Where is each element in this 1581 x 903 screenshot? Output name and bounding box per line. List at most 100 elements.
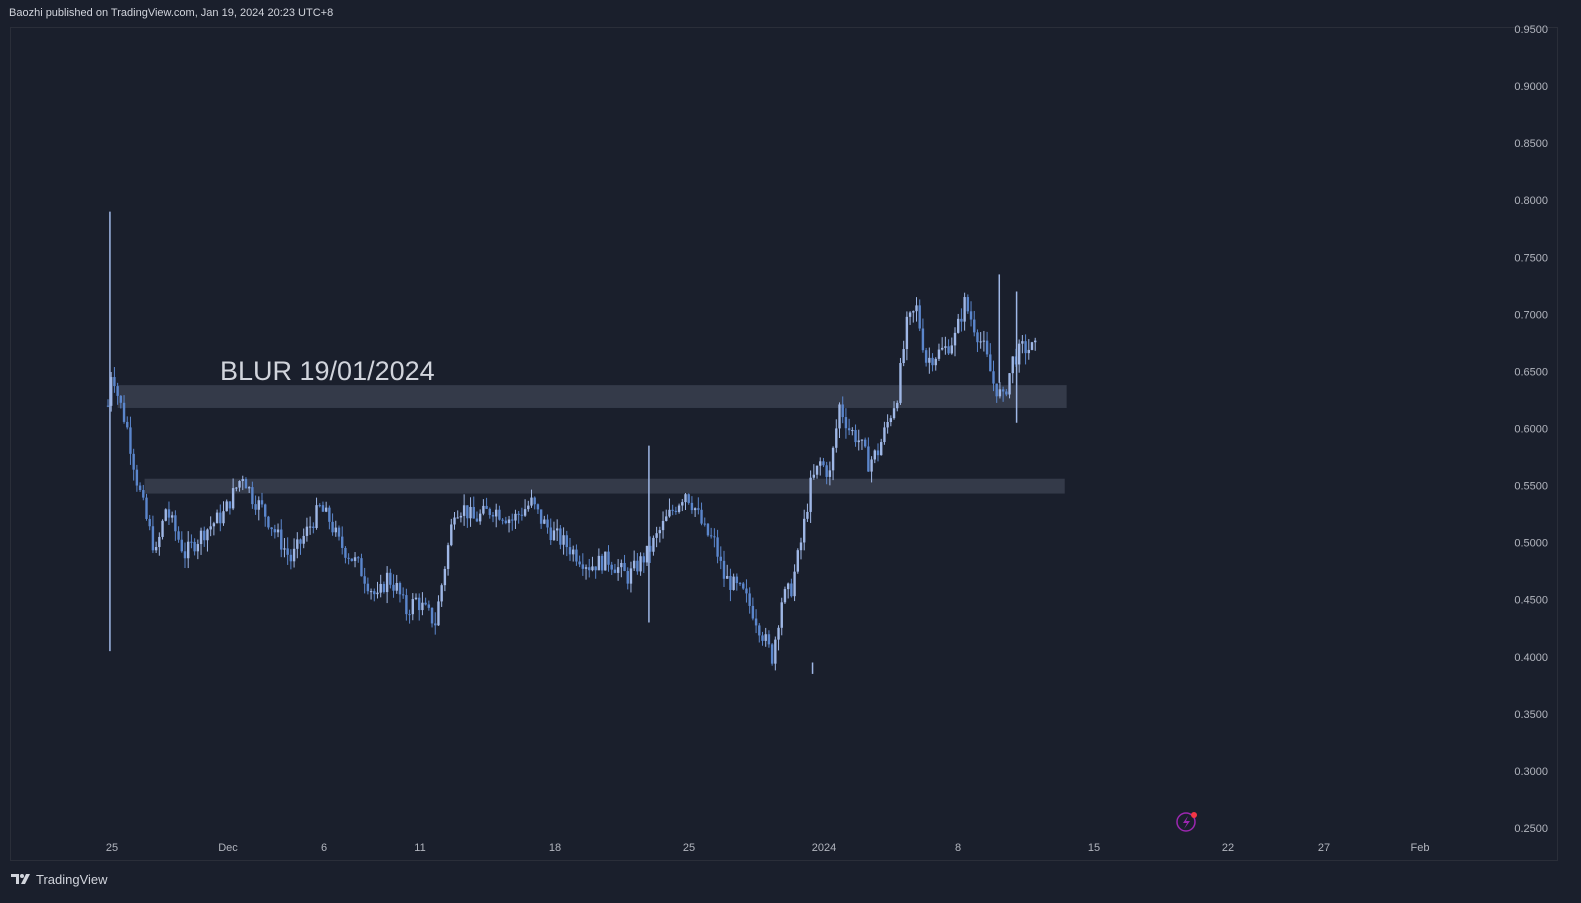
candle-body: [966, 297, 970, 312]
y-axis: 0.9500 0.9000 0.8500 0.8000 0.7500 0.7000 0.65…: [1514, 24, 1548, 835]
x-tick-label: 25: [683, 842, 695, 854]
candle-body: [684, 494, 687, 503]
candle-body: [466, 505, 469, 519]
candle-body: [116, 386, 119, 396]
candle-body: [671, 509, 674, 511]
candle-body: [908, 312, 912, 317]
candle-body: [199, 530, 203, 545]
candle-body: [533, 497, 536, 505]
candle-body: [453, 517, 456, 525]
candle-body: [337, 527, 341, 537]
candle-body: [847, 428, 851, 431]
candle-body: [1008, 373, 1011, 395]
candle-body: [665, 516, 668, 521]
candle-body: [1005, 391, 1008, 395]
candle-body: [514, 513, 517, 521]
footer: TradingView: [10, 870, 108, 888]
y-tick-label: 0.4000: [1514, 652, 1548, 664]
candle-body: [709, 535, 713, 537]
candle-body: [357, 557, 360, 559]
candle-body: [174, 515, 177, 532]
candle-body: [478, 513, 482, 522]
candle-body: [235, 487, 238, 489]
candle-body: [145, 497, 148, 519]
candle-body: [411, 599, 414, 615]
candle-body: [953, 332, 957, 346]
candle-body: [376, 592, 379, 595]
candle-body: [950, 345, 953, 354]
candle-body: [761, 635, 764, 641]
candle-body: [154, 547, 158, 551]
candle-body: [392, 584, 395, 591]
candle-body: [613, 569, 617, 573]
candle-body: [385, 572, 389, 593]
candle-body: [863, 439, 867, 447]
candle-body: [722, 560, 726, 579]
candle-body: [251, 487, 254, 505]
candle-body: [600, 555, 604, 571]
candle-body: [273, 529, 277, 533]
candle-body: [462, 505, 466, 516]
candle-body: [960, 318, 963, 322]
candle-body: [992, 371, 995, 384]
x-tick-label: 22: [1222, 842, 1234, 854]
candle-body: [437, 601, 440, 626]
candle-body: [495, 509, 498, 517]
candle-body: [594, 566, 597, 571]
candle-body: [793, 571, 796, 597]
candle-body: [148, 518, 151, 527]
candle-body: [405, 595, 408, 615]
candle-body: [280, 529, 283, 550]
candle-body: [770, 644, 774, 664]
y-tick-label: 0.8500: [1514, 138, 1548, 150]
candle-body: [751, 605, 755, 619]
zone-1[interactable]: [144, 478, 1065, 494]
zone-0[interactable]: [117, 385, 1067, 408]
candle-body: [254, 504, 257, 510]
candle-body: [899, 363, 902, 403]
chart-frame: [10, 27, 1558, 861]
candle-body: [995, 383, 998, 397]
candle-body: [450, 524, 453, 546]
candle-body: [976, 332, 979, 343]
candle-body: [539, 509, 543, 524]
y-tick-label: 0.7500: [1514, 252, 1548, 264]
candle-body: [934, 358, 937, 366]
candle-body: [809, 477, 812, 512]
candle-body: [488, 508, 491, 515]
candle-body: [260, 500, 264, 505]
candle-body: [520, 514, 524, 516]
candle-body: [681, 502, 684, 506]
x-tick-label: 8: [955, 842, 961, 854]
candle-body: [828, 470, 832, 477]
candle-body: [305, 526, 309, 536]
candle-body: [543, 519, 546, 524]
candle-body: [690, 502, 694, 511]
candle-body: [504, 520, 508, 524]
candle-body: [896, 402, 899, 409]
x-tick-label: 18: [549, 842, 561, 854]
candle-body: [209, 526, 212, 530]
candle-body: [732, 576, 735, 590]
candle-body: [299, 539, 302, 544]
candle-body: [902, 349, 905, 364]
candle-body: [597, 555, 601, 571]
candle-body: [398, 583, 402, 595]
candle-body: [937, 349, 941, 359]
chart-annotation: BLUR 19/01/2024: [220, 356, 435, 386]
candle-body: [138, 485, 142, 491]
candle-body: [674, 510, 678, 512]
lightning-icon[interactable]: [1176, 812, 1197, 832]
candle-body: [1017, 343, 1021, 365]
candle-body: [180, 539, 183, 552]
candle-body: [860, 439, 864, 441]
candle-body: [472, 506, 475, 519]
candle-body: [363, 576, 366, 584]
candle-body: [523, 509, 527, 516]
x-tick-label: 11: [414, 842, 425, 854]
candle-body: [119, 395, 123, 403]
candle-body: [928, 357, 931, 363]
candle-body: [389, 572, 392, 585]
price-chart[interactable]: 0.9500 0.9000 0.8500 0.8000 0.7500 0.7000 0.65…: [0, 0, 1581, 865]
candle-body: [334, 527, 337, 533]
